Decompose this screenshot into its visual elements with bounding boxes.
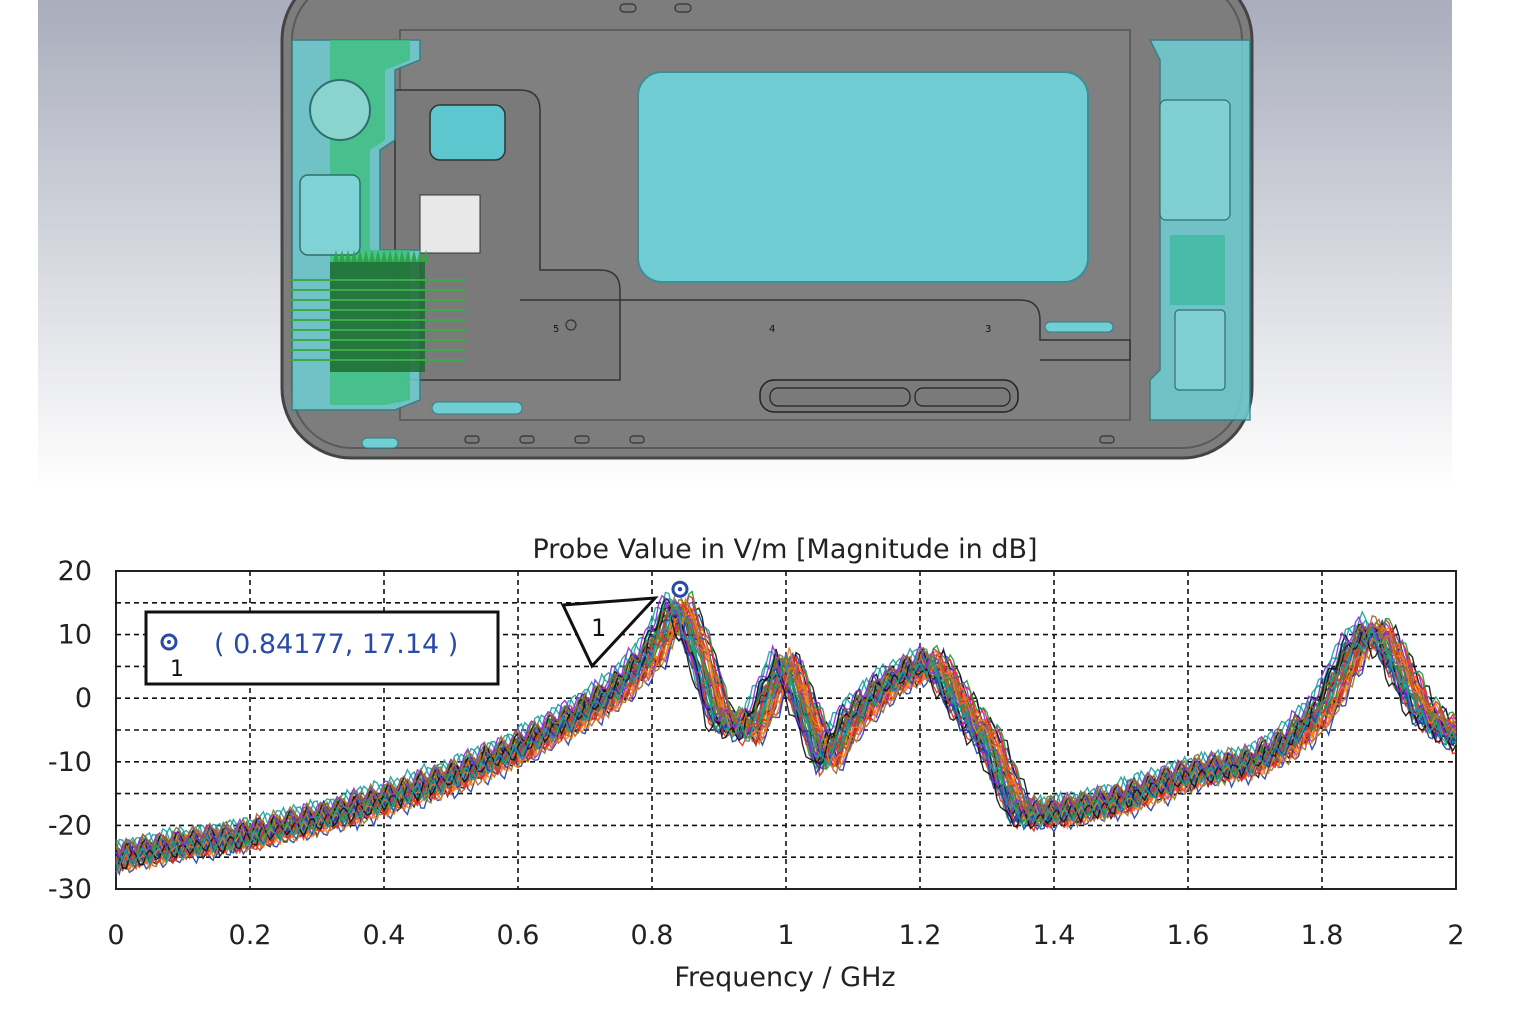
- readout-marker-label: 1: [170, 657, 184, 682]
- inner-cutouts: [394, 89, 1131, 413]
- probe-arrow: [375, 250, 381, 262]
- battery-panel: [637, 71, 1089, 283]
- probe-series: [115, 601, 1457, 871]
- x-axis-label: Frequency / GHz: [674, 962, 895, 993]
- readout-value: ( 0.84177, 17.14 ): [214, 629, 458, 660]
- probe-arrow: [417, 250, 423, 262]
- port-label-5: 5: [553, 324, 559, 335]
- probe-arrow: [399, 250, 405, 262]
- y-tick-label: -30: [48, 874, 92, 905]
- x-tick-label: 1.2: [899, 920, 942, 951]
- marker-flag: [560, 596, 659, 669]
- port-label-4: 4: [769, 324, 775, 335]
- x-axis-ticks: 0 0.2 0.4 0.6 0.8 1 1.2 1.4 1.6 1.8 2: [107, 920, 1464, 951]
- x-tick-label: 0.4: [363, 920, 406, 951]
- probe-chart: Probe Value in V/m [Magnitude in dB] 201…: [48, 534, 1465, 993]
- probe-array: [290, 250, 465, 372]
- probe-arrow: [423, 250, 429, 262]
- probe-arrow: [351, 250, 357, 262]
- probe-arrow: [345, 250, 351, 262]
- marker-point-center: [677, 586, 683, 592]
- probe-arrow: [405, 250, 411, 262]
- probe-arrow: [363, 250, 369, 262]
- probe-arrow: [333, 250, 339, 262]
- x-tick-label: 0.8: [631, 920, 674, 951]
- probe-arrow: [357, 250, 363, 262]
- x-tick-label: 1: [777, 920, 794, 951]
- x-tick-label: 0: [107, 920, 124, 951]
- x-tick-label: 1.8: [1301, 920, 1344, 951]
- x-tick-label: 0.6: [497, 920, 540, 951]
- chart-title: Probe Value in V/m [Magnitude in dB]: [532, 534, 1037, 565]
- probe-series: [115, 594, 1457, 860]
- probe-arrow: [393, 250, 399, 262]
- x-tick-label: 0.2: [229, 920, 272, 951]
- series-group: [115, 586, 1457, 877]
- probe-series: [115, 586, 1457, 855]
- y-axis-ticks: 20 10 0 -10 -20 -30: [48, 556, 92, 905]
- y-tick-label: -10: [48, 747, 92, 778]
- frame-holes: [464, 3, 1115, 444]
- probe-arrow: [339, 250, 345, 262]
- marker-callout: 1: [560, 580, 689, 669]
- probe-arrow: [387, 250, 393, 262]
- x-tick-label: 1.6: [1167, 920, 1210, 951]
- port-label-3: 3: [985, 324, 991, 335]
- marker-readout: 1 ( 0.84177, 17.14 ): [144, 610, 500, 686]
- probe-series: [115, 613, 1457, 873]
- probe-arrow: [411, 250, 417, 262]
- marker-flag-label: 1: [591, 614, 606, 642]
- probe-arrow: [369, 250, 375, 262]
- model-view: 5 4 3: [38, 0, 1452, 490]
- x-tick-label: 1.4: [1033, 920, 1076, 951]
- x-tick-label: 2: [1447, 920, 1464, 951]
- y-tick-label: -20: [48, 810, 92, 841]
- probe-arrow: [381, 250, 387, 262]
- readout-marker-icon-center: [167, 640, 171, 644]
- y-tick-label: 20: [58, 556, 92, 587]
- y-tick-label: 0: [75, 683, 92, 714]
- right-module: [1044, 39, 1251, 421]
- y-tick-label: 10: [58, 620, 92, 651]
